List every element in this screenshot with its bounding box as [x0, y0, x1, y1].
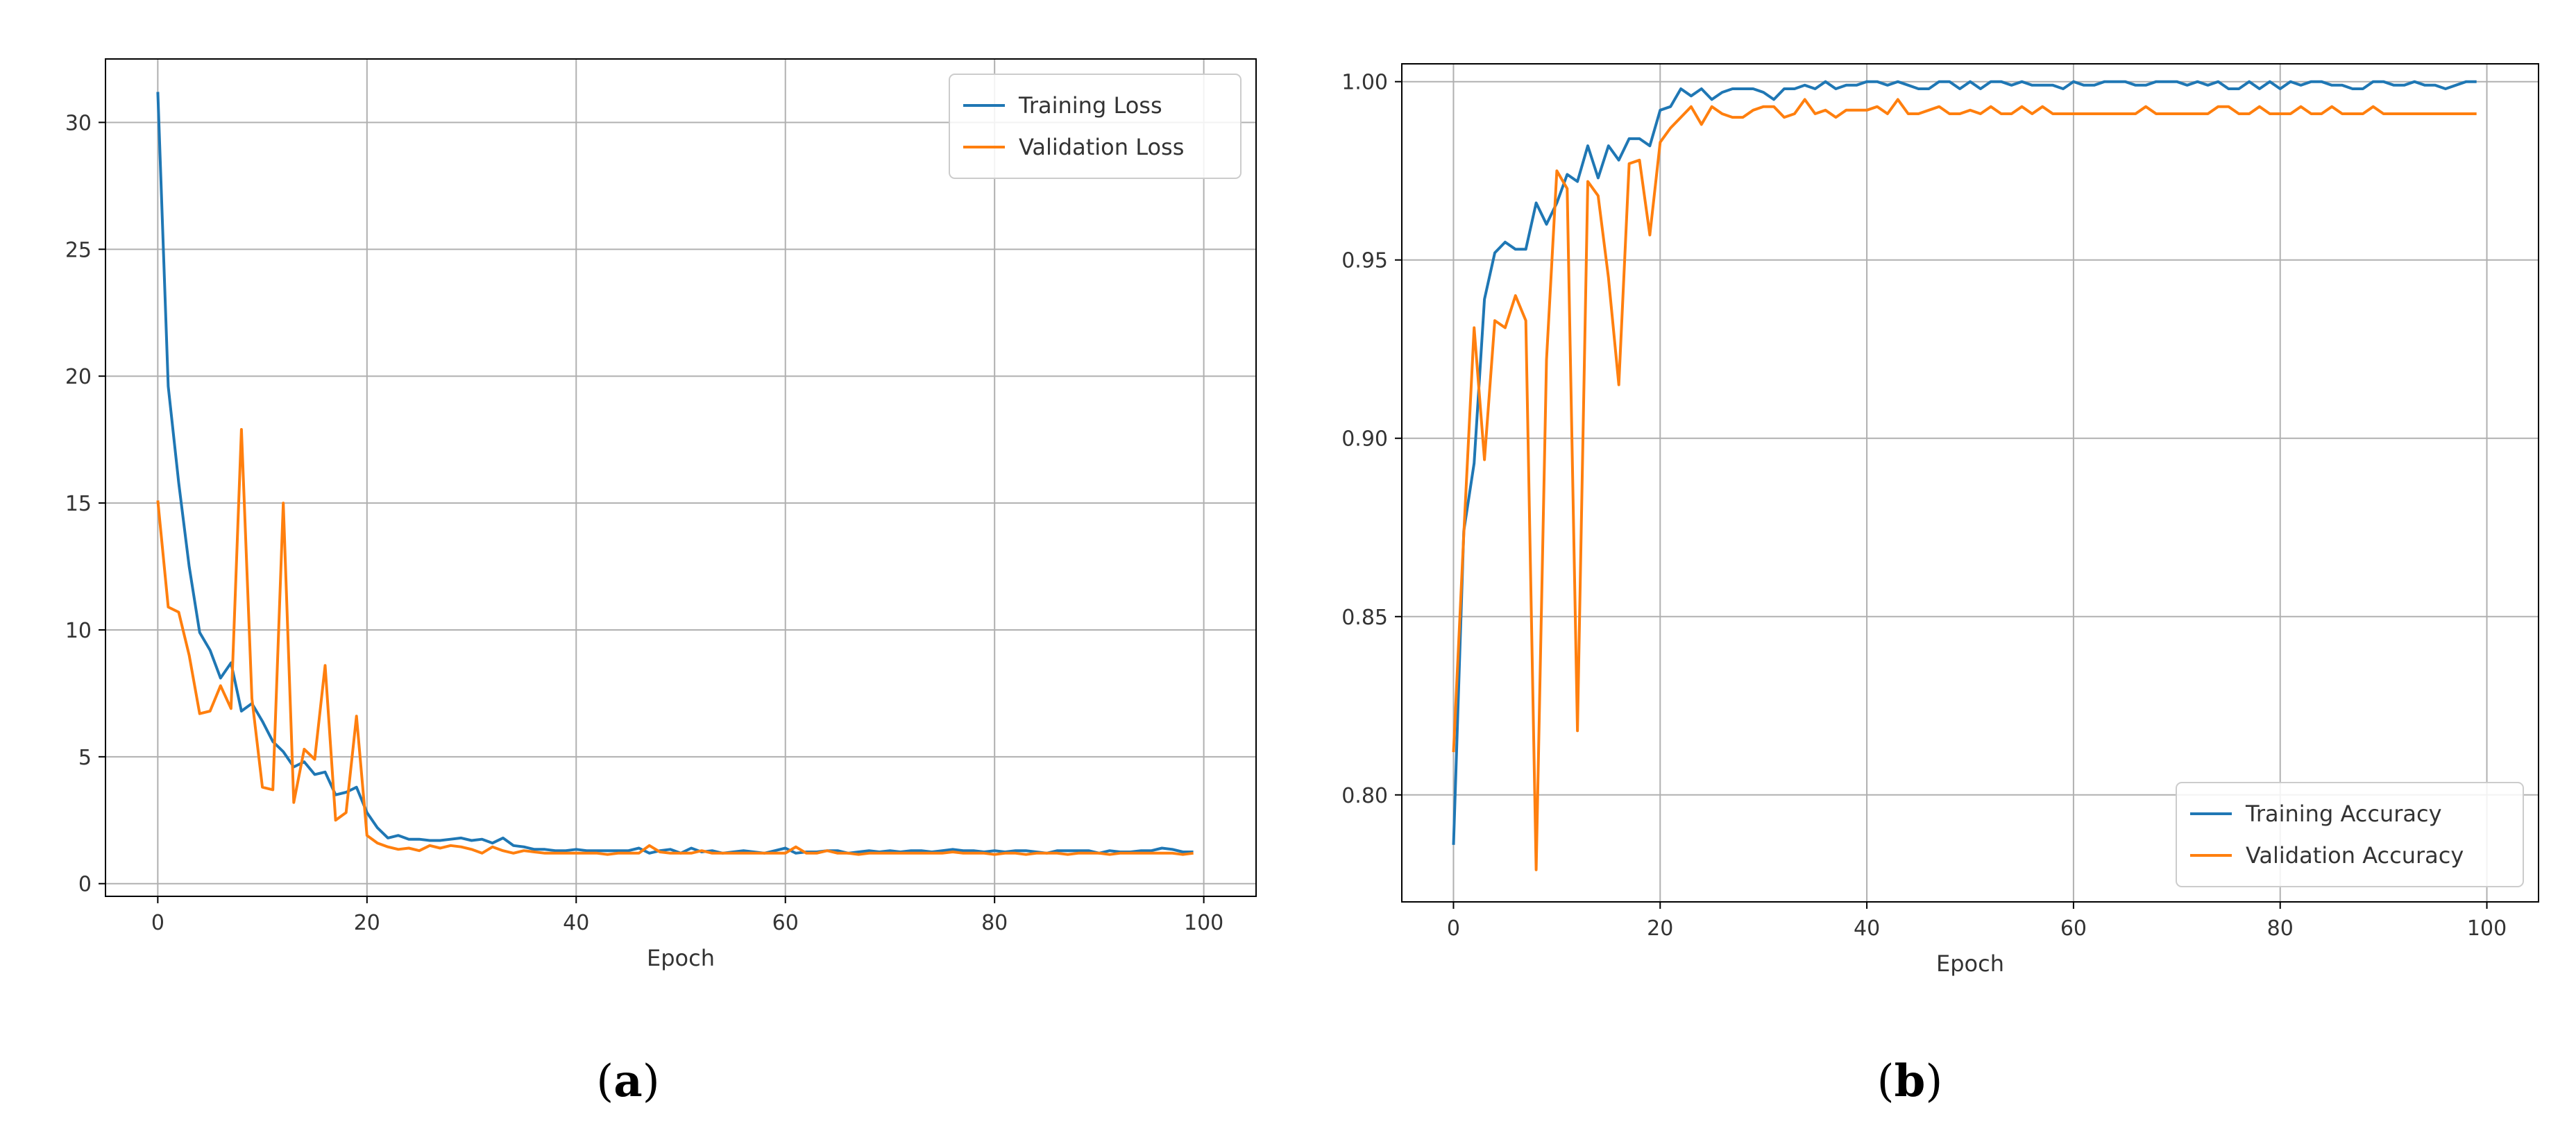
loss-legend-label: Training Loss — [1018, 92, 1162, 119]
accuracy-y-tick-label: 0.95 — [1341, 249, 1388, 273]
loss-x-tick-label: 20 — [354, 911, 380, 935]
accuracy-legend-label: Training Accuracy — [2245, 801, 2442, 827]
accuracy-y-tick-label: 0.85 — [1341, 606, 1388, 630]
loss-x-tick-label: 40 — [563, 911, 589, 935]
loss-chart-panel: 0 20 40 60 80 100 0 5 10 15 20 25 30 Epoch Training Lo… — [65, 58, 1257, 971]
accuracy-legend-label: Validation Accuracy — [2246, 842, 2464, 869]
accuracy-legend: Training Accuracy Validation Accuracy — [2176, 782, 2524, 887]
caption-b-letter: b — [1895, 1055, 1926, 1107]
loss-x-tick-label: 0 — [151, 911, 164, 935]
accuracy-x-axis-label: Epoch — [1936, 950, 2004, 977]
loss-series-line-training — [156, 92, 1194, 855]
accuracy-y-tick-label: 0.80 — [1341, 784, 1388, 808]
accuracy-x-tick-label: 60 — [2060, 916, 2087, 941]
accuracy-x-tick-label: 20 — [1647, 916, 1673, 941]
accuracy-series-line-validation — [1452, 98, 2477, 871]
loss-x-tick-label: 80 — [981, 911, 1008, 935]
loss-series-line-validation — [156, 428, 1194, 856]
caption-b: (b) — [1877, 1055, 1943, 1107]
accuracy-x-tick-label: 80 — [2267, 916, 2294, 941]
loss-y-tick-label: 30 — [65, 111, 92, 135]
loss-x-axis-label: Epoch — [647, 945, 715, 971]
loss-y-tick-label: 0 — [78, 873, 92, 897]
accuracy-x-tick-label: 0 — [1447, 916, 1460, 941]
accuracy-series-line-training — [1452, 80, 2477, 845]
accuracy-y-tick-label: 0.90 — [1341, 427, 1388, 452]
loss-y-tick-label: 20 — [65, 365, 92, 389]
accuracy-legend-box — [2176, 782, 2524, 887]
accuracy-y-tick-label: 1.00 — [1341, 71, 1388, 95]
loss-y-tick-label: 15 — [65, 492, 92, 516]
loss-y-tick-label: 5 — [78, 746, 92, 770]
loss-legend-box — [949, 74, 1242, 179]
caption-a: (a) — [596, 1055, 659, 1107]
accuracy-x-tick-label: 100 — [2467, 916, 2507, 941]
loss-y-tick-label: 25 — [65, 238, 92, 262]
caption-a-letter: a — [613, 1055, 642, 1107]
loss-y-tick-label: 10 — [65, 619, 92, 643]
loss-legend: Training Loss Validation Loss — [949, 74, 1242, 179]
accuracy-x-tick-label: 40 — [1854, 916, 1880, 941]
loss-plot-frame — [105, 58, 1257, 897]
loss-x-tick-label: 60 — [772, 911, 799, 935]
loss-x-tick-label: 100 — [1184, 911, 1223, 935]
accuracy-chart-panel: 0 20 40 60 80 100 0.80 0.85 0.90 0.95 1.00 Epoch Tra… — [1341, 63, 2539, 977]
loss-legend-label: Validation Loss — [1019, 134, 1184, 160]
accuracy-plot-frame — [1401, 63, 2539, 903]
